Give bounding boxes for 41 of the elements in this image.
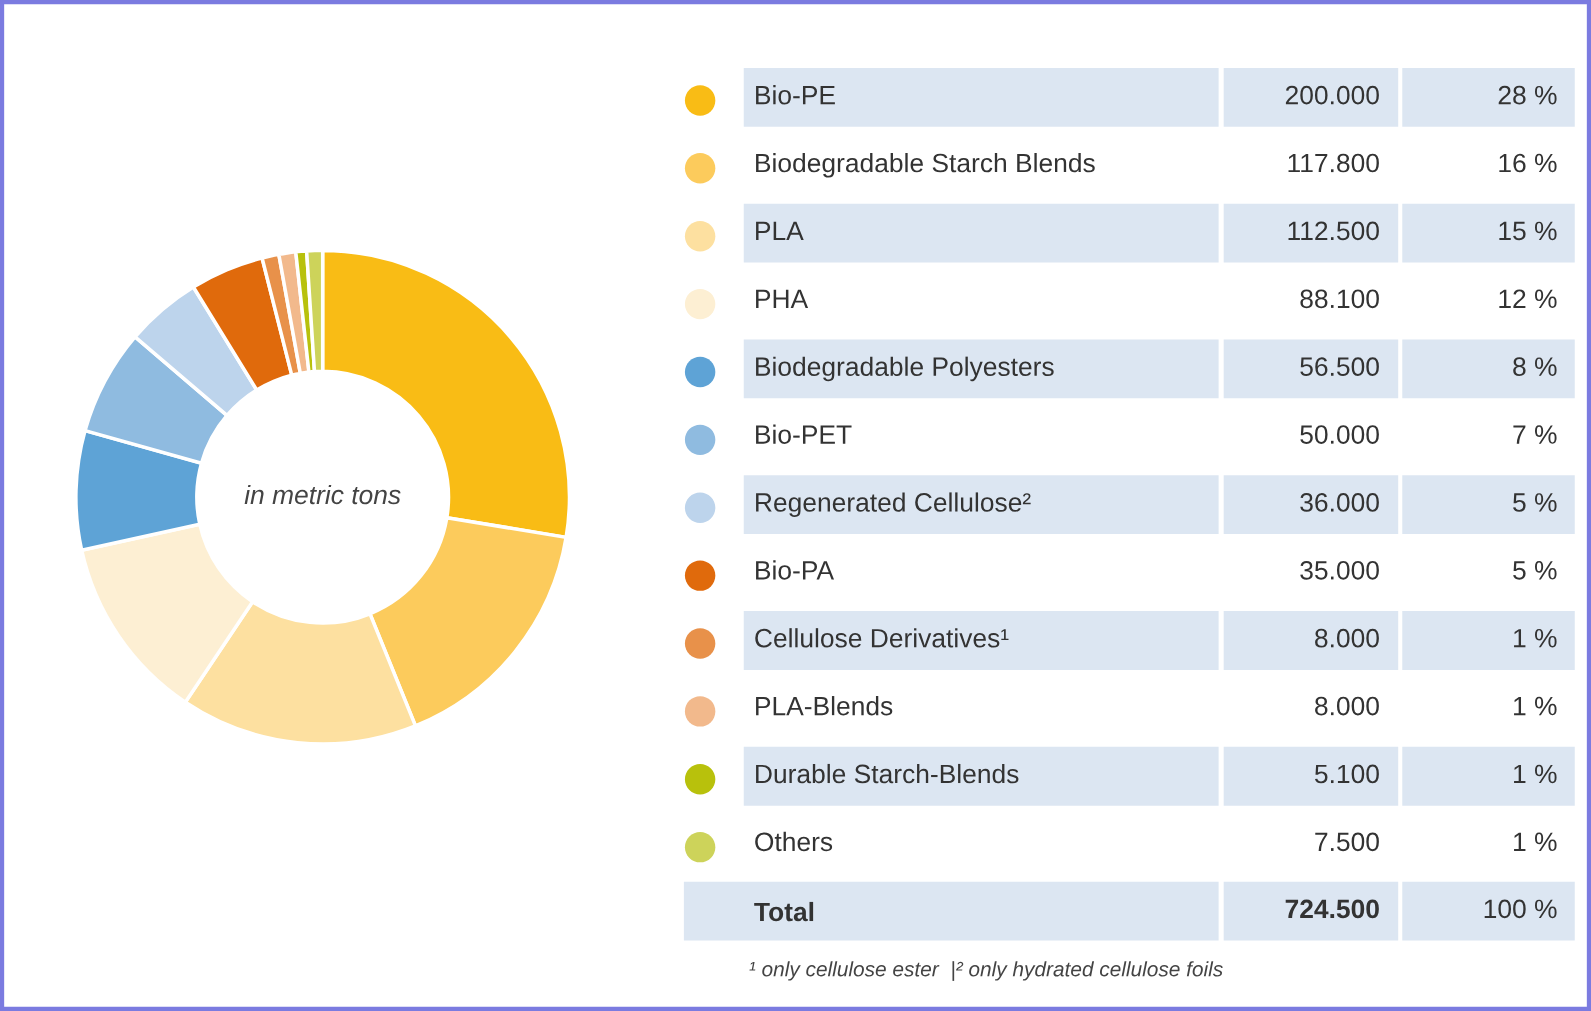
text: 7 %: [1513, 425, 1557, 444]
text: 5 %: [1513, 561, 1557, 580]
data-label: 117.800: [1288, 153, 1379, 173]
data-label: 56.500: [1300, 357, 1379, 377]
legend-label: Durable Starch-Blends: [756, 763, 1019, 784]
text: 724.500: [1285, 899, 1379, 919]
text: 28 %: [1498, 85, 1557, 105]
legend-label: PHA: [756, 289, 809, 308]
text: 1 %: [1514, 832, 1557, 852]
text: 8 %: [1513, 357, 1557, 377]
text: ¹ only cellulose ester |² only hydrated cellulose foils: [749, 961, 1223, 981]
data-label: 112.500: [1288, 221, 1379, 241]
legend-label: PLA-Blends: [756, 696, 893, 716]
legend-label: PLA: [756, 221, 804, 240]
data-label: 7.500: [1315, 832, 1379, 852]
legend-label: Cellulose Derivatives¹: [755, 628, 1009, 648]
text: in metric tons: [244, 484, 401, 505]
text: 16 %: [1499, 153, 1557, 173]
legend-label: Biodegradable Starch Blends: [756, 152, 1095, 178]
text: 1 %: [1514, 628, 1557, 648]
text: Total: [754, 901, 814, 922]
text: 1 %: [1514, 764, 1557, 784]
text: 12 %: [1499, 289, 1557, 309]
legend-label: Bio-PE: [756, 85, 835, 105]
data-label: 50.000: [1300, 425, 1379, 444]
data-label: 36.000: [1300, 493, 1379, 512]
text: 15 %: [1499, 221, 1557, 241]
data-label: 8.000: [1315, 628, 1379, 648]
data-label: 88.100: [1300, 289, 1379, 309]
data-label: 8.000: [1315, 696, 1379, 716]
text: 100 %: [1484, 899, 1557, 919]
data-label: 5.100: [1314, 764, 1379, 784]
legend-label: Bio-PET: [756, 424, 852, 444]
data-label: 200.000: [1285, 85, 1379, 105]
legend-label: Regenerated Cellulose²: [756, 492, 1031, 517]
legend-label: Bio-PA: [756, 560, 835, 580]
legend-label: Biodegradable Polyesters: [756, 356, 1054, 382]
legend-label: Others: [755, 831, 833, 852]
text: 1 %: [1514, 696, 1557, 716]
text: 5 %: [1513, 493, 1557, 512]
data-label: 35.000: [1300, 560, 1379, 580]
